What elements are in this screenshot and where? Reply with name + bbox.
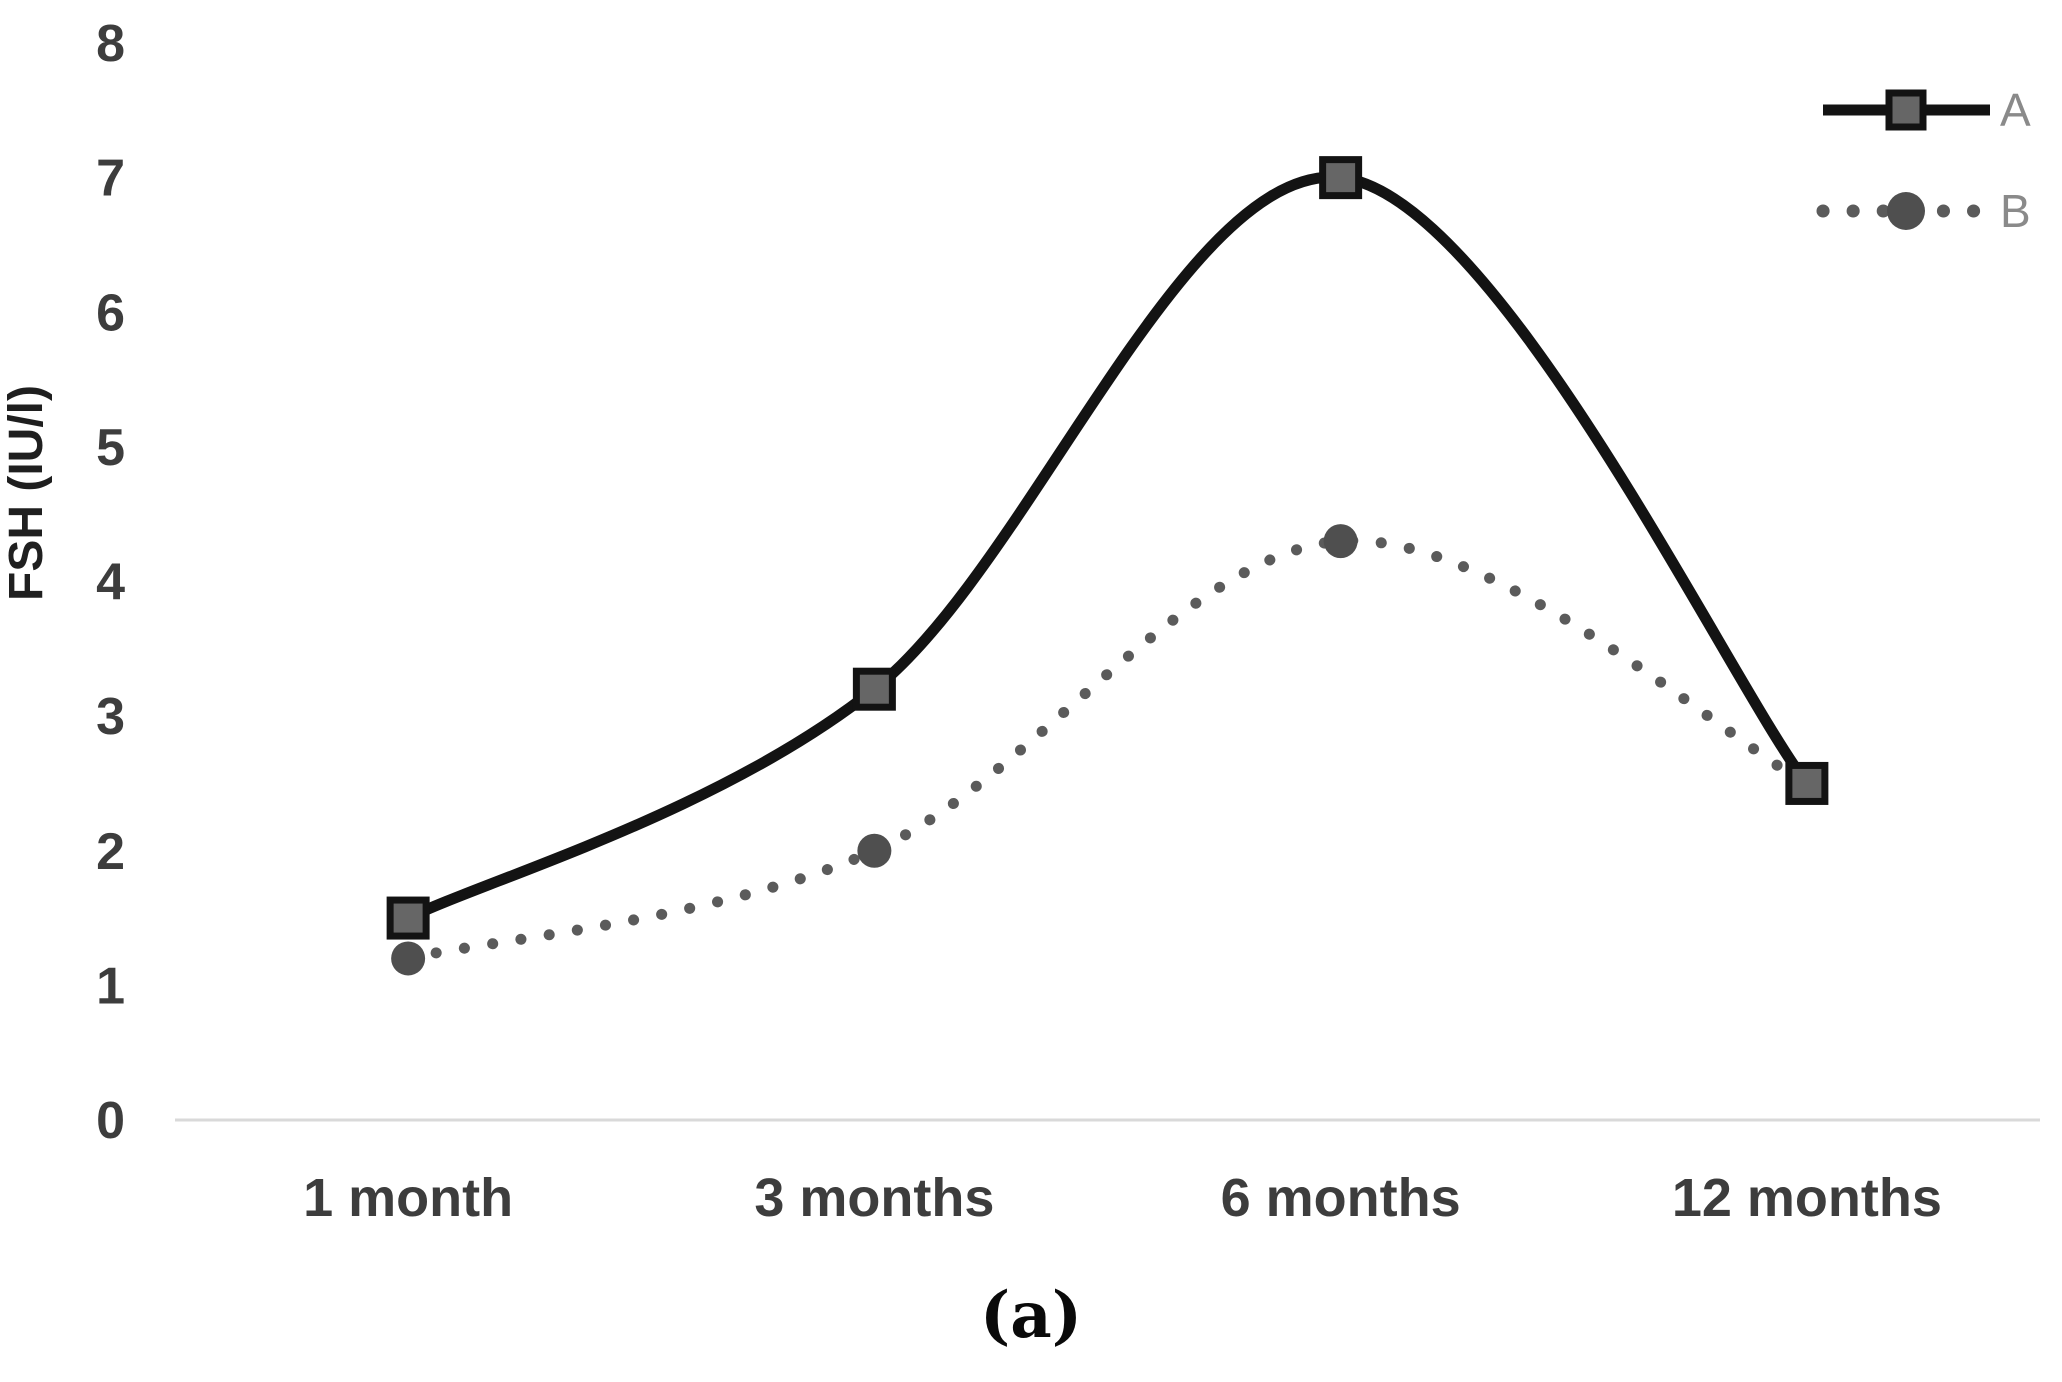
series-a-marker [1319, 156, 1363, 200]
series-a-group [386, 156, 1829, 940]
series-b-group [391, 524, 1824, 976]
legend: A B [1816, 84, 2031, 237]
series-a-marker [852, 667, 896, 711]
legend-swatch-b-marker [1887, 192, 1925, 230]
x-axis-category-labels: 1 month 3 months 6 months 12 months [303, 1168, 1942, 1228]
series-b-marker [857, 833, 892, 868]
y-axis-tick-label: 0 [96, 1092, 125, 1150]
series-a-marker [386, 896, 430, 940]
series-b-line [402, 535, 1813, 964]
y-axis-tick-label: 4 [96, 554, 125, 612]
y-axis-tick-labels: 0 1 2 3 4 5 6 7 8 [96, 15, 125, 1150]
subfigure-caption: (a) [979, 1278, 1083, 1353]
y-axis-tick-label: 5 [96, 419, 125, 477]
x-axis-category-label: 1 month [303, 1168, 513, 1228]
legend-label-b: B [2000, 185, 2031, 237]
series-b-marker [391, 941, 426, 976]
y-axis-tick-label: 1 [96, 957, 125, 1015]
x-axis-category-label: 12 months [1672, 1168, 1942, 1228]
legend-swatch-a-marker [1885, 89, 1927, 131]
legend-item-b: B [1816, 185, 2031, 237]
x-axis-category-label: 3 months [754, 1168, 994, 1228]
legend-item-a: A [1823, 84, 2031, 136]
series-a-line [405, 171, 1812, 924]
y-axis-tick-label: 6 [96, 284, 125, 342]
x-axis-category-label: 6 months [1221, 1168, 1461, 1228]
series-a-marker [1785, 761, 1829, 805]
y-axis-tick-label: 2 [96, 823, 125, 881]
y-axis-tick-label: 7 [96, 150, 125, 208]
series-b-marker [1323, 524, 1358, 559]
y-axis-tick-label: 3 [96, 688, 125, 746]
y-axis-tick-label: 8 [96, 15, 125, 73]
y-axis-title: FSH (IU/l) [0, 385, 53, 601]
legend-label-a: A [2000, 84, 2031, 136]
